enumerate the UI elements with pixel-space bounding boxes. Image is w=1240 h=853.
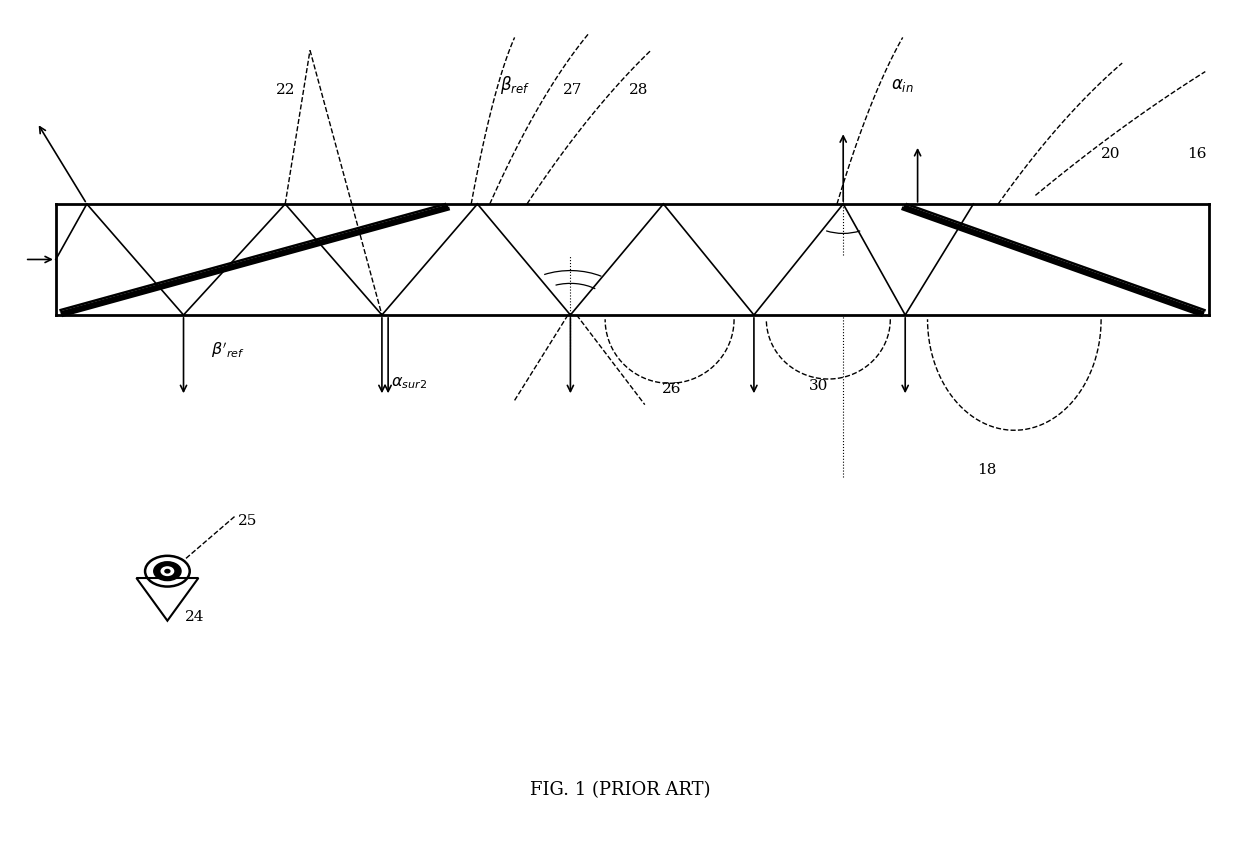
Text: $\alpha_{in}$: $\alpha_{in}$	[892, 77, 914, 94]
Text: 28: 28	[629, 83, 649, 96]
Text: 30: 30	[808, 379, 828, 392]
Text: 27: 27	[563, 83, 583, 96]
Polygon shape	[136, 578, 198, 621]
Text: FIG. 1 (PRIOR ART): FIG. 1 (PRIOR ART)	[529, 780, 711, 798]
Text: 20: 20	[1101, 147, 1121, 160]
Circle shape	[165, 570, 170, 573]
Circle shape	[154, 562, 181, 581]
Text: 18: 18	[977, 462, 997, 476]
Text: $\beta'_{ref}$: $\beta'_{ref}$	[211, 339, 244, 360]
Text: 16: 16	[1187, 147, 1207, 160]
Text: 22: 22	[275, 83, 295, 96]
Text: 25: 25	[238, 514, 258, 527]
Circle shape	[161, 567, 174, 576]
Text: $\alpha_{sur2}$: $\alpha_{sur2}$	[391, 374, 427, 391]
Text: 24: 24	[185, 609, 205, 623]
Text: 26: 26	[662, 381, 682, 395]
Text: $\beta_{ref}$: $\beta_{ref}$	[500, 74, 529, 96]
